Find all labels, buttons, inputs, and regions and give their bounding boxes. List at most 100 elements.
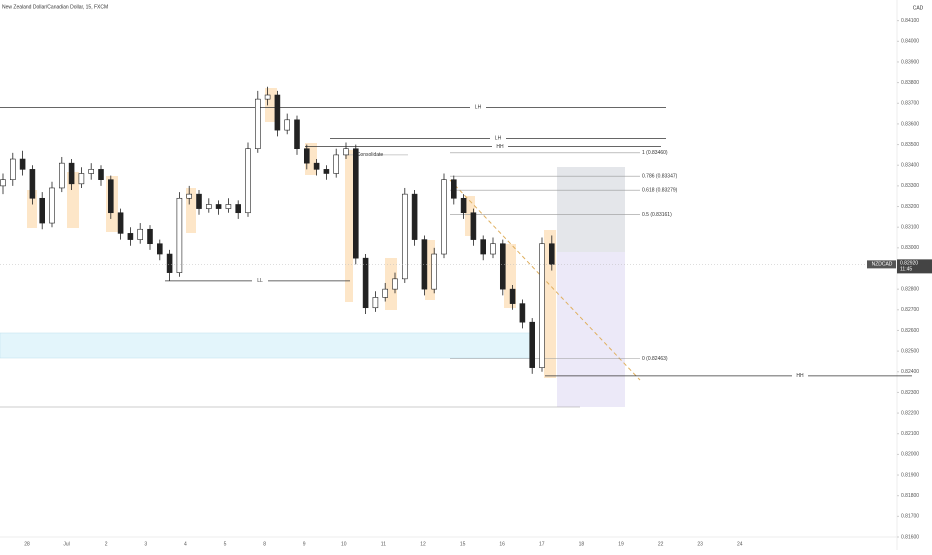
candle-body [284,119,291,131]
candle-body [49,187,55,224]
y-tick-label: 0.83400 [901,163,919,169]
candle-body [264,94,271,100]
fib-label: 0.786 (0.83347) [642,174,678,180]
candle-body [98,169,104,180]
candle-body [382,288,389,298]
target-zone [557,252,625,407]
session [465,196,475,236]
candle-body [39,197,46,224]
fib-label: 0.5 (0.83161) [642,212,672,218]
level-label: LH [475,105,482,111]
x-tick-label: 4 [184,541,187,547]
level-label-bg [362,151,378,158]
candle-body [88,169,94,174]
price-tag [897,259,932,274]
x-tick-label: 17 [539,541,545,547]
candle-body [509,288,516,304]
candle-body [10,158,16,180]
y-tick-label: 0.82000 [901,452,919,458]
x-tick-label: 10 [341,541,347,547]
candle-body [343,148,349,156]
demand-zone [0,332,533,359]
candle-body [548,243,555,265]
candle-body [274,94,281,131]
candle-body [401,193,408,280]
candle-body [127,233,134,240]
candle-body [529,321,536,368]
x-tick-label: 11 [381,541,386,547]
session [425,240,435,300]
x-tick-label: 3 [144,541,147,547]
x-tick-label: 19 [618,541,624,547]
y-tick-label: 0.83600 [901,121,919,127]
y-tick-label: 0.83700 [901,101,919,107]
candle-body [539,243,545,368]
fib-label: 1 (0.83460) [642,150,668,156]
session-highlights [27,88,556,378]
candle-body [372,297,379,309]
y-tick-label: 0.83300 [901,183,919,189]
y-tick-label: 0.83200 [901,204,919,210]
candle-body [441,179,447,255]
y-tick-label: 0.81800 [901,493,919,499]
session [186,188,196,233]
candle-body [0,179,6,187]
candle-body [490,243,496,255]
x-tick-label: 9 [303,541,306,547]
candle-body [470,212,477,240]
y-tick-label: 0.84100 [901,18,919,24]
candle-body [313,162,320,170]
countdown: 11:45 [900,267,912,273]
candle-body [117,212,124,234]
candle-body [352,148,359,259]
level-label-bg [792,372,808,379]
y-tick-label: 0.83800 [901,80,919,86]
y-tick-label: 0.83900 [901,59,919,65]
level-label: HH [796,373,804,379]
symbol-tag [867,260,896,269]
level-label: LH [495,136,502,142]
candle-body [431,253,438,290]
y-tick-label: 0.83500 [901,142,919,148]
session [544,230,556,378]
session [67,172,79,228]
trend-line [449,179,641,381]
x-tick-label: 12 [420,541,426,547]
y-tick-label: 0.82800 [901,286,919,292]
symbol: NZDCAD [872,262,893,268]
x-tick-label: 2 [105,541,108,547]
x-tick-label: 5 [224,541,227,547]
fib-label: 0.618 (0.83279) [642,188,678,194]
candle-body [68,162,75,185]
y-tick-label: 0.83000 [901,245,919,251]
candle-body [362,257,369,309]
level-label: LL [257,278,263,284]
price-label: 0.82920 [900,261,918,267]
candle-body [58,162,65,189]
candle-body [196,193,202,209]
candle-body [206,204,212,209]
level-label-bg [470,104,486,111]
y-tick-label: 0.82500 [901,348,919,354]
candle-body [235,204,241,214]
candle-body [137,228,143,240]
candle-body [333,154,340,174]
currency: CAD [913,5,924,11]
stop-zone [557,167,625,252]
x-tick-label: 23 [697,541,703,547]
candle-body [323,169,330,174]
candle-body [392,278,398,290]
level-label: HH [496,144,504,150]
candle-body [78,173,85,185]
x-tick-label: 18 [579,541,585,547]
candle-body [519,303,526,323]
candle-body [480,239,487,255]
x-tick-label: Jul [63,541,69,547]
chart-title: New Zealand Dollar/Canadian Dollar, 15, … [2,4,108,10]
candle-body [460,197,467,214]
candle-body [176,197,183,273]
y-tick-label: 0.81600 [901,534,919,540]
y-tick-label: 0.83100 [901,225,919,231]
level-label-bg [490,135,506,142]
